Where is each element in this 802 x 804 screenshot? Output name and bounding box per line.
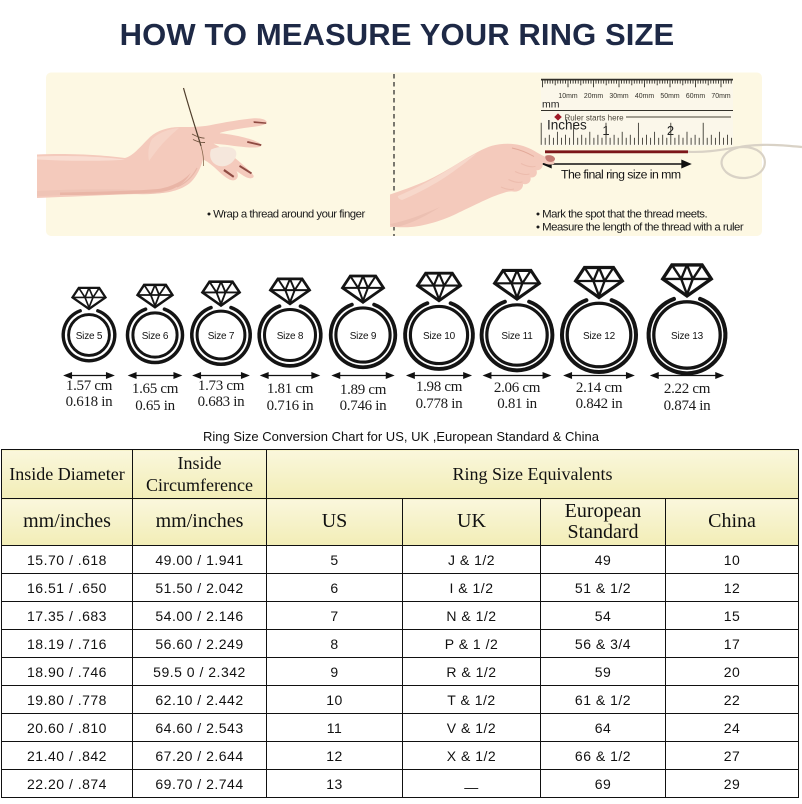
- svg-text:• Measure the length of the th: • Measure the length of the thread with …: [536, 222, 744, 234]
- svg-text:10mm: 10mm: [558, 93, 577, 100]
- svg-text:60mm: 60mm: [686, 93, 705, 100]
- svg-text:0.716 in: 0.716 in: [267, 398, 315, 414]
- svg-text:1.65 cm: 1.65 cm: [132, 381, 179, 397]
- svg-text:0.842 in: 0.842 in: [576, 396, 624, 412]
- svg-text:1.81 cm: 1.81 cm: [267, 381, 314, 397]
- svg-text:0.618 in: 0.618 in: [66, 394, 114, 410]
- svg-text:0.65 in: 0.65 in: [135, 398, 175, 414]
- svg-text:Size 9: Size 9: [350, 331, 377, 342]
- svg-text:40mm: 40mm: [635, 93, 654, 100]
- svg-text:1.98 cm: 1.98 cm: [416, 379, 463, 395]
- svg-text:0.778 in: 0.778 in: [416, 396, 464, 412]
- svg-text:30mm: 30mm: [609, 93, 628, 100]
- svg-text:• Wrap a thread around your fi: • Wrap a thread around your finger: [207, 209, 365, 221]
- svg-text:Size 10: Size 10: [423, 331, 456, 342]
- svg-text:• Mark the spot that the threa: • Mark the spot that the thread meets.: [536, 209, 707, 221]
- svg-text:70mm: 70mm: [711, 93, 730, 100]
- svg-text:Size 7: Size 7: [208, 331, 235, 342]
- svg-text:Ruler starts here: Ruler starts here: [565, 113, 625, 122]
- svg-text:0.683 in: 0.683 in: [198, 394, 246, 410]
- svg-text:20mm: 20mm: [584, 93, 603, 100]
- svg-text:2.06 cm: 2.06 cm: [494, 380, 541, 396]
- svg-text:Inches: Inches: [547, 118, 587, 133]
- svg-text:50mm: 50mm: [660, 93, 679, 100]
- svg-text:2.22 cm: 2.22 cm: [664, 381, 711, 397]
- svg-text:2.14 cm: 2.14 cm: [576, 380, 623, 396]
- svg-text:0.81 in: 0.81 in: [497, 396, 537, 412]
- svg-text:mm: mm: [542, 99, 560, 111]
- svg-text:Size 5: Size 5: [76, 331, 103, 342]
- svg-text:Size 6: Size 6: [142, 331, 169, 342]
- svg-text:Size 12: Size 12: [583, 331, 616, 342]
- svg-text:1.73 cm: 1.73 cm: [198, 378, 245, 394]
- svg-text:1.89 cm: 1.89 cm: [340, 382, 387, 398]
- svg-text:0.746 in: 0.746 in: [340, 398, 388, 414]
- svg-text:Size 11: Size 11: [501, 331, 533, 342]
- svg-text:1.57 cm: 1.57 cm: [66, 378, 113, 394]
- svg-text:Size 8: Size 8: [277, 331, 304, 342]
- svg-text:The final ring size in mm: The final ring size in mm: [561, 168, 681, 182]
- svg-text:Size 13: Size 13: [671, 331, 704, 342]
- svg-text:0.874 in: 0.874 in: [664, 398, 712, 414]
